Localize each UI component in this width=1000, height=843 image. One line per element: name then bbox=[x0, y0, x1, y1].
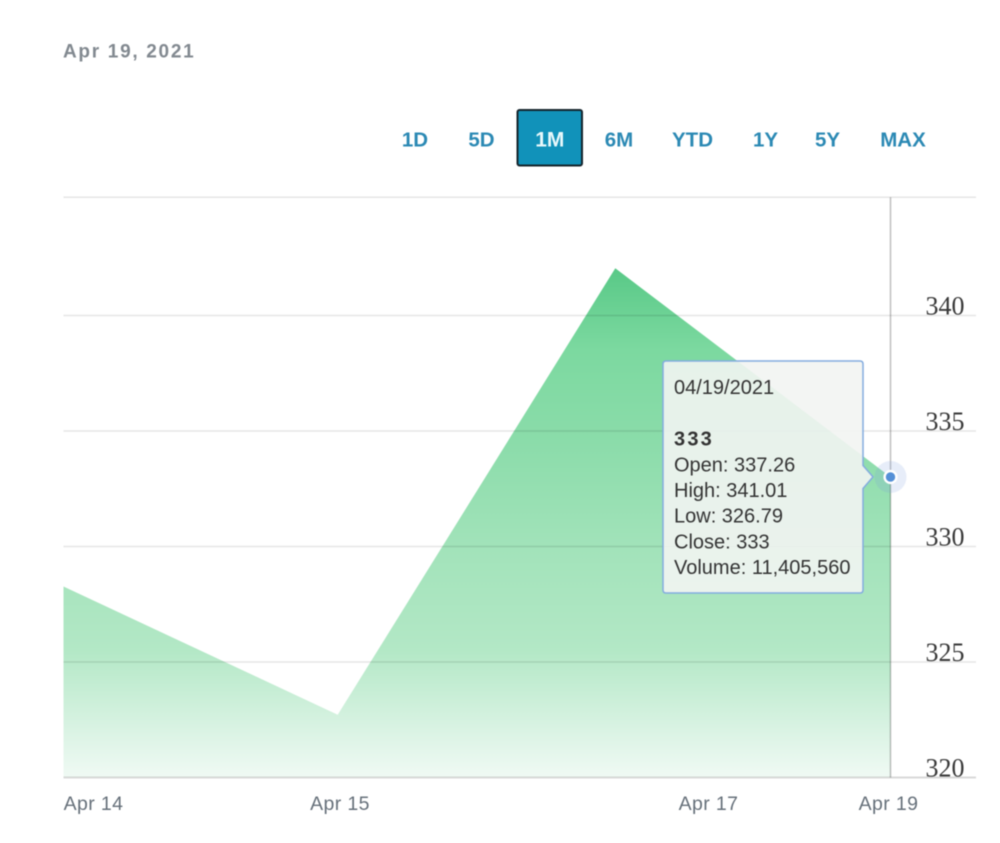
svg-text:Apr 15: Apr 15 bbox=[310, 793, 370, 815]
svg-text:6M: 6M bbox=[605, 129, 633, 152]
svg-text:YTD: YTD bbox=[672, 129, 713, 152]
svg-text:Apr 17: Apr 17 bbox=[679, 793, 739, 815]
svg-text:Open: 337.26: Open: 337.26 bbox=[674, 454, 795, 476]
svg-text:325: 325 bbox=[926, 638, 965, 667]
svg-text:5D: 5D bbox=[468, 129, 494, 152]
svg-text:330: 330 bbox=[926, 523, 965, 552]
svg-text:335: 335 bbox=[926, 407, 965, 436]
svg-text:Apr 19, 2021: Apr 19, 2021 bbox=[63, 42, 195, 63]
svg-text:1D: 1D bbox=[402, 129, 428, 152]
svg-text:340: 340 bbox=[926, 292, 965, 321]
svg-text:High: 341.01: High: 341.01 bbox=[674, 480, 787, 502]
svg-text:5Y: 5Y bbox=[815, 129, 840, 152]
svg-text:1Y: 1Y bbox=[753, 129, 778, 152]
svg-text:320: 320 bbox=[926, 754, 965, 783]
svg-text:Volume: 11,405,560: Volume: 11,405,560 bbox=[674, 557, 850, 579]
svg-text:04/19/2021: 04/19/2021 bbox=[674, 377, 774, 399]
svg-text:333: 333 bbox=[674, 429, 714, 451]
svg-text:Apr 19: Apr 19 bbox=[859, 793, 919, 815]
svg-text:Close: 333: Close: 333 bbox=[674, 531, 770, 553]
svg-text:1M: 1M bbox=[535, 129, 564, 152]
svg-text:Apr 14: Apr 14 bbox=[64, 793, 124, 815]
svg-text:MAX: MAX bbox=[880, 129, 926, 152]
svg-text:Low: 326.79: Low: 326.79 bbox=[674, 506, 783, 528]
